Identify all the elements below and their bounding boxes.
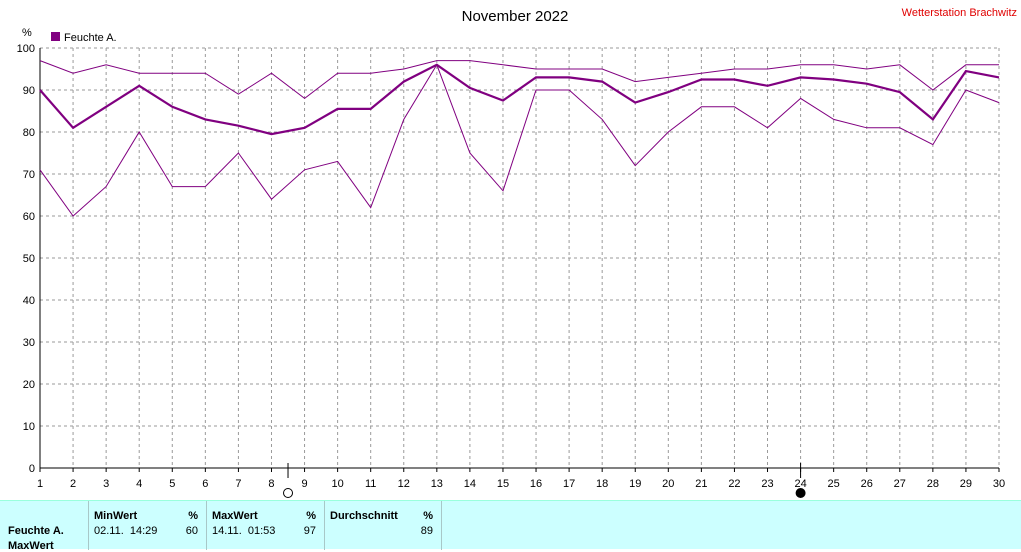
y-tick-label: 80	[23, 127, 35, 139]
axes	[39, 48, 1000, 472]
x-tick-label: 19	[629, 478, 641, 490]
x-tick-label: 16	[530, 478, 542, 490]
statistics-panel: Feuchte A. MaxWert MinWert % 02.11. 14:2…	[0, 500, 1021, 552]
x-tick-label: 12	[398, 478, 410, 490]
full-moon-icon	[795, 488, 806, 498]
avg-header: Durchschnitt	[330, 510, 398, 522]
series-line-min	[39, 63, 1000, 217]
x-tick-label: 29	[960, 478, 972, 490]
y-unit-label: %	[22, 27, 32, 39]
series-line-avg	[39, 63, 1000, 136]
avg-value: 89	[420, 525, 433, 537]
y-tick-label: 20	[23, 379, 35, 391]
y-tick-label: 40	[23, 295, 35, 307]
min-header: MinWert	[94, 510, 138, 522]
x-tick-label: 10	[331, 478, 343, 490]
x-tick-label: 18	[596, 478, 608, 490]
x-tick-label: 25	[828, 478, 840, 490]
legend-label: Feuchte A.	[64, 32, 117, 44]
legend-swatch	[51, 32, 60, 41]
phase-markers	[283, 463, 806, 498]
max-date: 14.11. 01:53	[212, 525, 276, 537]
x-tick-label: 2	[70, 478, 76, 490]
y-tick-label: 60	[23, 211, 35, 223]
x-tick-label: 24	[794, 478, 806, 490]
y-tick-label: 100	[17, 43, 35, 55]
station-name: Wetterstation Brachwitz	[902, 7, 1017, 19]
x-tick-labels: 1 2 3 4 5 6 7 8 9 10 11 12 13 14 15 16 17 18 19 20 21 22 23 24 2…	[37, 478, 1005, 490]
avg-unit: %	[423, 510, 433, 522]
new-moon-icon	[283, 488, 294, 498]
y-tick-labels: 0 10 20 30 40 50 60 70 80 90 100	[17, 43, 35, 475]
x-tick-label: 6	[202, 478, 208, 490]
series-line-max	[39, 60, 999, 100]
x-tick-label: 13	[431, 478, 443, 490]
min-date: 02.11. 14:29	[94, 525, 158, 537]
y-tick-label: 10	[23, 421, 35, 433]
series-lines	[39, 60, 1000, 217]
x-tick-label: 22	[728, 478, 740, 490]
max-unit: %	[306, 510, 316, 522]
min-value: 60	[185, 525, 198, 537]
x-tick-label: 30	[993, 478, 1005, 490]
x-tick-label: 9	[301, 478, 307, 490]
y-tick-label: 70	[23, 169, 35, 181]
x-tick-label: 8	[268, 478, 274, 490]
x-tick-label: 26	[861, 478, 873, 490]
x-tick-label: 20	[662, 478, 674, 490]
stats-label-column: Feuchte A. MaxWert	[0, 501, 89, 552]
y-tick-label: 50	[23, 253, 35, 265]
x-tick-label: 28	[927, 478, 939, 490]
max-header: MaxWert	[212, 510, 258, 522]
chart-title: November 2022	[462, 8, 569, 25]
max-value: 97	[303, 525, 316, 537]
y-tick-label: 0	[29, 463, 35, 475]
x-tick-label: 27	[894, 478, 906, 490]
x-tick-label: 4	[136, 478, 142, 490]
x-tick-label: 14	[464, 478, 476, 490]
stats-min-column: MinWert % 02.11. 14:29 60	[89, 501, 207, 550]
stats-max-column: MaxWert % 14.11. 01:53 97	[207, 501, 325, 550]
stats-row-label: Feuchte A.	[8, 525, 64, 537]
grid-lines	[40, 47, 1000, 468]
x-tick-label: 17	[563, 478, 575, 490]
x-tick-label: 11	[365, 478, 376, 490]
x-tick-label: 7	[235, 478, 241, 490]
min-unit: %	[188, 510, 198, 522]
stats-row-label-2: MaxWert	[8, 540, 54, 552]
x-tick-label: 23	[761, 478, 773, 490]
stats-avg-column: Durchschnitt % 89	[325, 501, 442, 550]
y-tick-label: 30	[23, 337, 35, 349]
x-tick-label: 1	[37, 478, 43, 490]
y-tick-label: 90	[23, 85, 35, 97]
x-tick-label: 21	[695, 478, 707, 490]
humidity-chart: November 2022 Wetterstation Brachwitz Fe…	[17, 7, 1017, 498]
x-tick-label: 15	[497, 478, 509, 490]
x-tick-label: 3	[103, 478, 109, 490]
x-tick-label: 5	[169, 478, 175, 490]
